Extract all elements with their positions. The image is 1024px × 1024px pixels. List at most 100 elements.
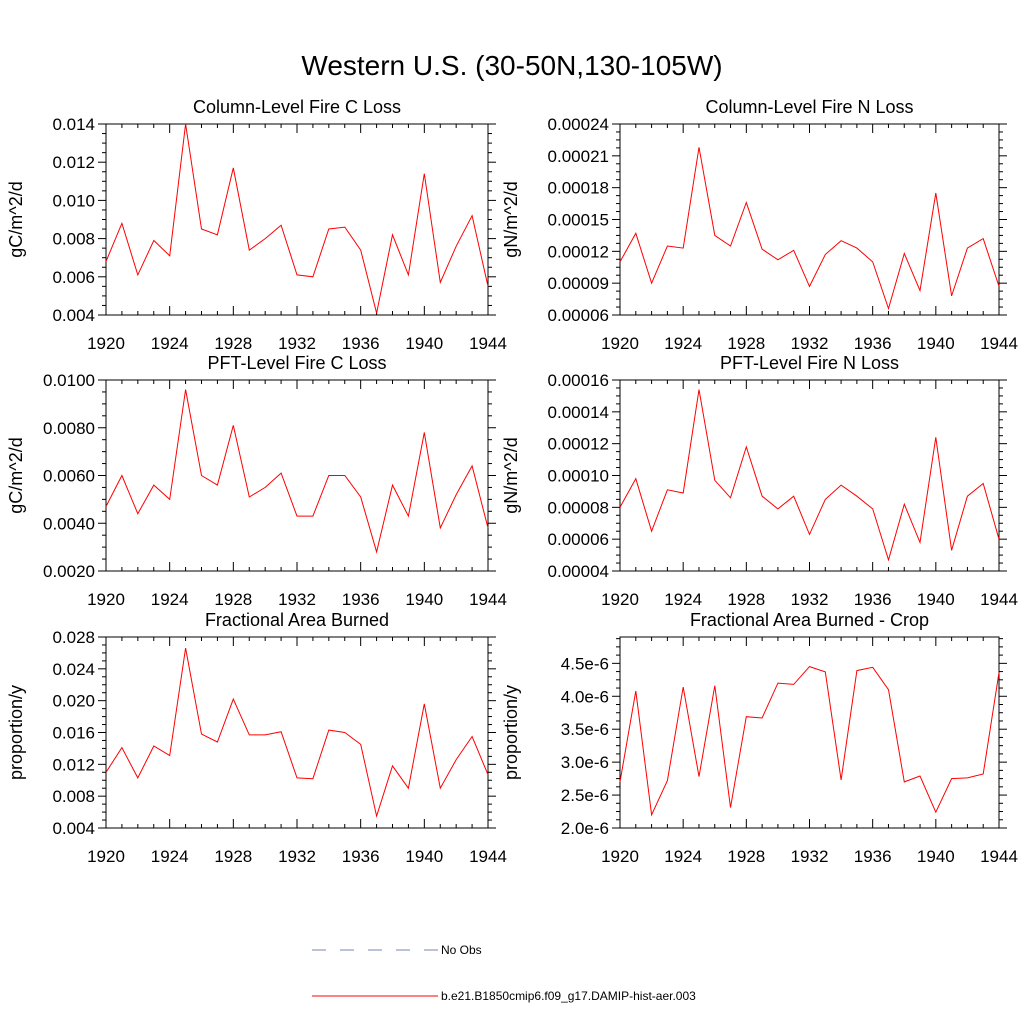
x-tick-label: 1924 [664, 847, 702, 866]
series-line [105, 123, 489, 314]
x-tick-label: 1944 [469, 590, 507, 609]
panel-title: Fractional Area Burned [205, 610, 389, 630]
y-tick-label: 0.008 [52, 230, 95, 249]
y-tick-label: 0.012 [52, 153, 95, 172]
y-axis-label: proportion/y [501, 685, 521, 780]
y-axis-label: gN/m^2/d [501, 437, 521, 513]
x-tick-label: 1928 [214, 590, 252, 609]
y-tick-label: 0.00006 [548, 306, 609, 325]
x-tick-label: 1932 [278, 334, 316, 353]
y-tick-label: 0.008 [52, 787, 95, 806]
x-tick-label: 1920 [601, 334, 639, 353]
legend: No Obs b.e21.B1850cmip6.f09_g17.DAMIP-hi… [312, 943, 696, 1003]
figure-title: Western U.S. (30-50N,130-105W) [301, 50, 722, 81]
y-tick-label: 0.0040 [43, 514, 95, 533]
series-line [105, 648, 489, 819]
x-tick-label: 1936 [342, 847, 380, 866]
x-tick-label: 1928 [727, 847, 765, 866]
panel-title: Column-Level Fire C Loss [193, 97, 401, 117]
legend-label-no-obs: No Obs [441, 943, 482, 957]
y-tick-label: 0.012 [52, 755, 95, 774]
y-tick-label: 0.00018 [548, 179, 609, 198]
x-tick-label: 1920 [87, 590, 125, 609]
y-tick-label: 0.016 [52, 724, 95, 743]
y-tick-label: 4.0e-6 [561, 687, 609, 706]
x-tick-label: 1936 [854, 334, 892, 353]
x-tick-label: 1940 [405, 334, 443, 353]
y-tick-label: 0.00009 [548, 274, 609, 293]
y-tick-label: 0.00016 [548, 371, 609, 390]
y-tick-label: 0.00004 [548, 562, 609, 581]
y-tick-label: 0.00014 [548, 403, 609, 422]
y-tick-label: 0.004 [52, 819, 95, 838]
y-tick-label: 0.014 [52, 115, 95, 134]
x-tick-label: 1920 [601, 590, 639, 609]
x-tick-label: 1924 [151, 590, 189, 609]
x-tick-label: 1944 [980, 334, 1018, 353]
x-tick-label: 1920 [87, 847, 125, 866]
x-tick-label: 1940 [405, 847, 443, 866]
y-tick-label: 0.00015 [548, 211, 609, 230]
x-tick-label: 1944 [469, 334, 507, 353]
x-tick-label: 1936 [342, 590, 380, 609]
panel-title: PFT-Level Fire C Loss [207, 353, 386, 373]
y-tick-label: 0.024 [52, 660, 95, 679]
x-tick-label: 1932 [791, 590, 829, 609]
x-tick-label: 1920 [601, 847, 639, 866]
x-tick-label: 1940 [917, 847, 955, 866]
x-tick-label: 1932 [791, 847, 829, 866]
plot-frame [105, 636, 489, 829]
x-tick-label: 1928 [214, 334, 252, 353]
x-tick-label: 1936 [854, 590, 892, 609]
x-tick-label: 1932 [278, 590, 316, 609]
panel-6: 1920 1924 1928 1932 1936 1940 1944 2.0e-6 2.5e-6… [501, 610, 1018, 866]
panel-title: PFT-Level Fire N Loss [720, 353, 899, 373]
y-tick-label: 3.0e-6 [561, 753, 609, 772]
series-line [619, 147, 1000, 311]
x-tick-label: 1932 [278, 847, 316, 866]
series-line [619, 389, 1000, 562]
panel-2: 1920 1924 1928 1932 1936 1940 1944 0.00006 0.000… [501, 97, 1018, 353]
y-axis-label: gC/m^2/d [6, 181, 26, 257]
series-line [619, 666, 1000, 817]
y-tick-label: 0.028 [52, 628, 95, 647]
x-tick-label: 1924 [151, 847, 189, 866]
y-tick-label: 3.5e-6 [561, 720, 609, 739]
panels: 1920 1924 1928 1932 1936 1940 1944 0.004 0.006 0.… [6, 97, 1018, 866]
y-tick-label: 0.00010 [548, 467, 609, 486]
legend-label-model: b.e21.B1850cmip6.f09_g17.DAMIP-hist-aer.… [441, 989, 696, 1003]
x-tick-label: 1920 [87, 334, 125, 353]
x-tick-label: 1940 [917, 590, 955, 609]
x-tick-label: 1924 [664, 590, 702, 609]
x-tick-label: 1924 [151, 334, 189, 353]
y-tick-label: 0.0020 [43, 562, 95, 581]
panel-3: 1920 1924 1928 1932 1936 1940 1944 0.0020 0.0040… [6, 353, 507, 609]
y-tick-label: 2.0e-6 [561, 819, 609, 838]
x-tick-label: 1928 [214, 847, 252, 866]
x-tick-label: 1944 [980, 590, 1018, 609]
x-tick-label: 1936 [342, 334, 380, 353]
y-tick-label: 0.006 [52, 268, 95, 287]
y-axis-label: gN/m^2/d [501, 181, 521, 257]
y-tick-label: 0.00008 [548, 498, 609, 517]
x-tick-label: 1944 [469, 847, 507, 866]
y-tick-label: 0.0060 [43, 467, 95, 486]
x-tick-label: 1944 [980, 847, 1018, 866]
y-tick-label: 0.0080 [43, 419, 95, 438]
y-axis-label: proportion/y [6, 685, 26, 780]
y-axis-label: gC/m^2/d [6, 437, 26, 513]
x-tick-label: 1940 [917, 334, 955, 353]
y-tick-label: 0.00012 [548, 435, 609, 454]
y-tick-label: 0.00006 [548, 530, 609, 549]
y-tick-label: 4.5e-6 [561, 654, 609, 673]
x-tick-label: 1928 [727, 334, 765, 353]
y-tick-label: 0.00021 [548, 147, 609, 166]
panel-title: Column-Level Fire N Loss [705, 97, 913, 117]
panel-5: 1920 1924 1928 1932 1936 1940 1944 0.004 0.008 0.… [6, 610, 507, 866]
y-tick-label: 0.010 [52, 191, 95, 210]
y-tick-label: 2.5e-6 [561, 786, 609, 805]
x-tick-label: 1940 [405, 590, 443, 609]
x-tick-label: 1928 [727, 590, 765, 609]
plot-frame [619, 379, 1000, 572]
